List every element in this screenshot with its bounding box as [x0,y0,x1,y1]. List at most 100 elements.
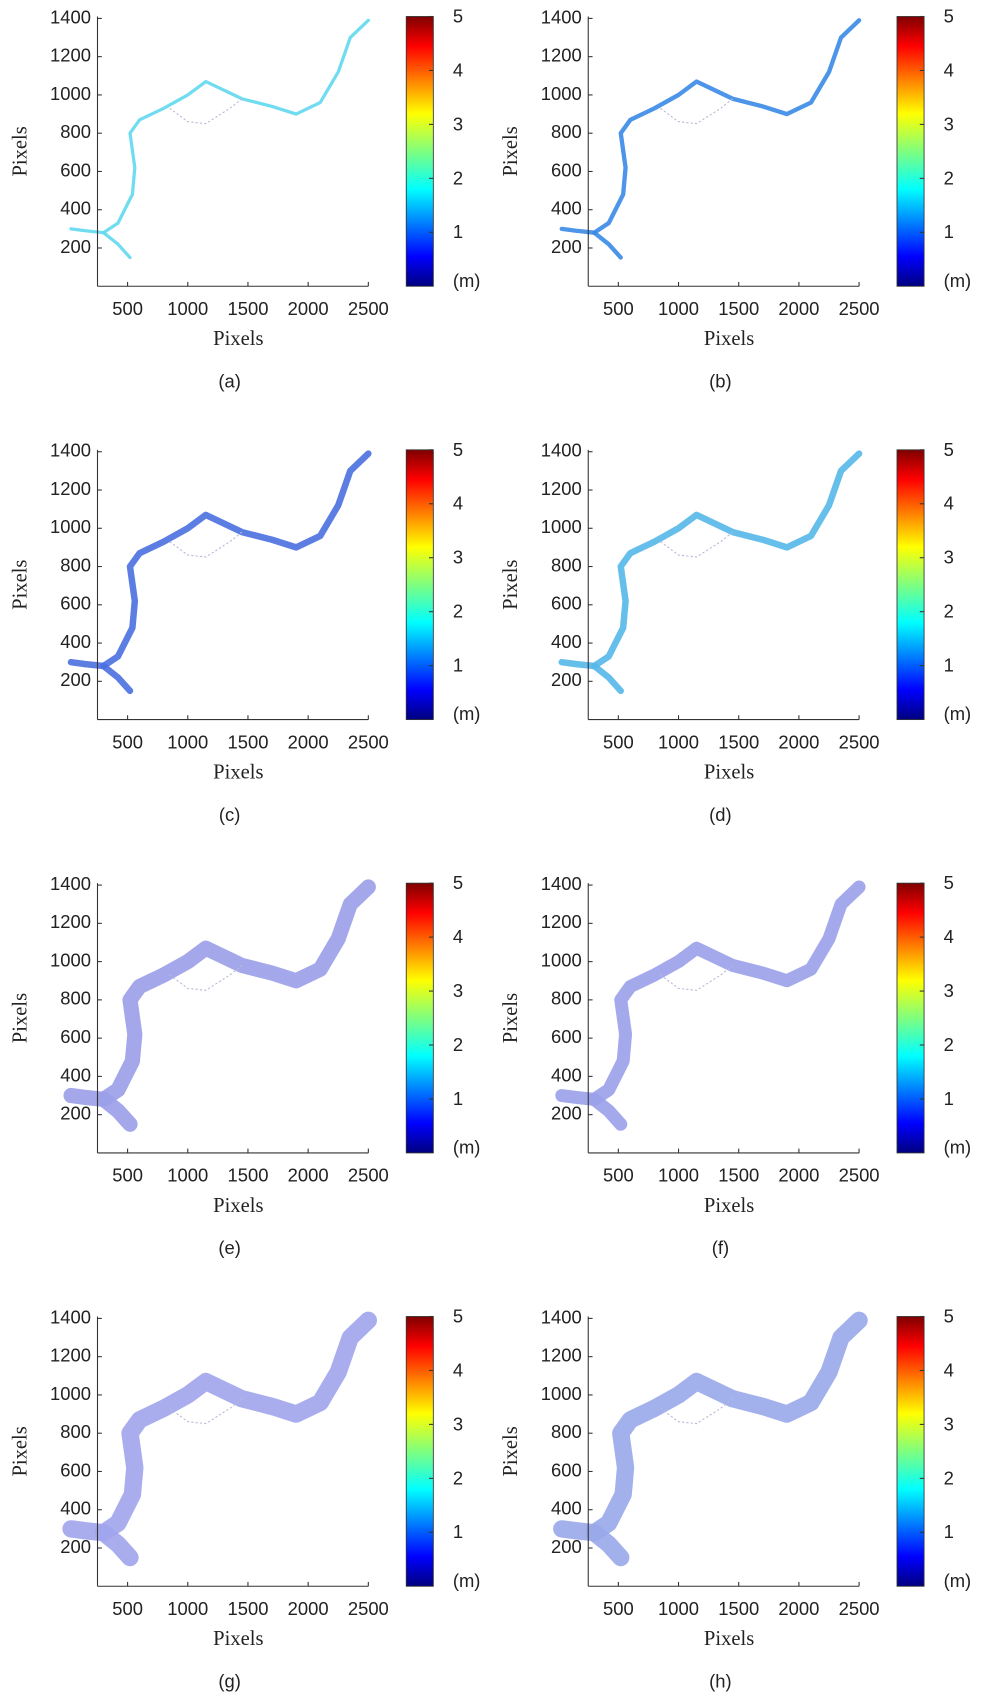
river-depth-map [101,231,132,260]
colorbar-tick-label: 3 [944,547,954,568]
x-tick-label: 1000 [167,731,208,752]
river-depth-map [585,1524,630,1567]
river-depth-map [69,18,370,235]
subplot: 500 1000 1500 2000 2500 200 400 600 800 1000 1200 1… [9,1305,480,1691]
y-tick-label: 1000 [541,1383,582,1404]
colorbar-tick-label: 3 [944,113,954,134]
y-tick-label: 600 [551,159,582,180]
y-tick-label: 1000 [541,949,582,970]
x-axis-label: Pixels [213,761,263,783]
y-tick-label: 800 [551,988,582,1009]
y-tick-label: 200 [551,669,582,690]
x-tick-label: 2500 [839,1165,880,1186]
axes-frame [588,17,859,287]
subplot: 500 1000 1500 2000 2500 200 400 600 800 1000 1200 1… [9,5,480,391]
x-tick-label: 500 [603,1598,634,1619]
river-depth-map [559,18,862,235]
river-depth-map [558,450,863,670]
colorbar-tick-label: 5 [453,1305,463,1326]
y-tick-label: 400 [60,1064,91,1085]
subplot: 500 1000 1500 2000 2500 200 400 600 800 1000 1200 1… [500,1305,971,1691]
y-tick-label: 1200 [541,478,582,499]
axes-frame [588,450,859,720]
y-tick-label: 400 [551,198,582,219]
y-tick-label: 800 [551,121,582,142]
x-tick-label: 2000 [288,298,329,319]
y-tick-label: 800 [60,988,91,1009]
y-tick-label: 1000 [50,516,91,537]
colorbar-tick-label: 2 [453,1034,463,1055]
y-tick-label: 600 [551,1459,582,1480]
colorbar-tick-label: 4 [453,1359,463,1380]
colorbar-tick-label: 2 [944,601,954,622]
y-tick-label: 800 [60,554,91,575]
subplot: 500 1000 1500 2000 2500 200 400 600 800 1000 1200 1… [9,872,480,1258]
y-tick-label: 200 [60,236,91,257]
colorbar-tick-label: 4 [944,59,954,80]
y-tick-label: 1400 [541,440,582,461]
y-axis-label: Pixels [500,993,522,1043]
y-tick-label: 600 [551,1026,582,1047]
colorbar-tick-label: 5 [944,439,954,460]
subplot: 500 1000 1500 2000 2500 200 400 600 800 1000 1200 1… [500,5,971,391]
y-tick-label: 800 [60,121,91,142]
y-tick-label: 800 [551,1421,582,1442]
panel-caption: (h) [709,1671,732,1692]
y-tick-label: 1200 [541,45,582,66]
y-axis-label: Pixels [500,126,522,176]
river-depth-map [555,880,866,1106]
x-tick-label: 1000 [658,1598,699,1619]
y-tick-label: 400 [551,1498,582,1519]
subplot: 500 1000 1500 2000 2500 200 400 600 800 1000 1200 1… [9,439,480,825]
colorbar-label: (m) [453,1570,481,1591]
y-tick-label: 1200 [50,478,91,499]
y-tick-label: 600 [551,593,582,614]
colorbar-tick-label: 5 [453,439,463,460]
river-depth-map [63,879,376,1107]
y-axis-label: Pixels [9,126,31,176]
y-tick-label: 1000 [50,83,91,104]
panel-caption: (b) [709,371,732,392]
y-axis-label: Pixels [9,1426,31,1476]
x-tick-label: 2500 [348,298,389,319]
colorbar-tick-label: 1 [453,221,463,242]
x-tick-label: 2500 [348,1598,389,1619]
x-tick-label: 500 [112,1598,143,1619]
colorbar [405,1316,434,1587]
y-tick-label: 1400 [50,6,91,27]
x-tick-label: 2000 [288,731,329,752]
colorbar-tick-label: 2 [944,167,954,188]
x-tick-label: 500 [603,1165,634,1186]
colorbar-tick-label: 3 [453,980,463,1001]
panel-caption: (f) [712,1237,729,1258]
x-tick-label: 1500 [227,298,268,319]
colorbar-tick-label: 2 [944,1034,954,1055]
x-tick-label: 2500 [839,731,880,752]
y-tick-label: 1000 [50,949,91,970]
y-tick-label: 800 [60,1421,91,1442]
x-tick-label: 2500 [839,1598,880,1619]
colorbar-label: (m) [944,1136,972,1157]
y-axis-label: Pixels [9,560,31,610]
river-depth-map [67,450,372,670]
x-tick-label: 2000 [778,1598,819,1619]
y-tick-label: 1200 [50,1345,91,1366]
x-tick-label: 1500 [718,298,759,319]
colorbar-tick-label: 5 [453,5,463,26]
x-tick-label: 2000 [778,731,819,752]
x-tick-label: 1000 [167,1165,208,1186]
panel-caption: (g) [218,1671,240,1692]
x-tick-label: 500 [603,731,634,752]
y-tick-label: 200 [60,1536,91,1557]
y-axis-label: Pixels [9,993,31,1043]
panel-caption: (e) [218,1237,240,1258]
colorbar-tick-label: 1 [453,1088,463,1109]
y-tick-label: 200 [60,1103,91,1124]
x-tick-label: 1500 [718,731,759,752]
x-tick-label: 2500 [348,1165,389,1186]
colorbar [405,449,434,721]
x-tick-label: 1500 [227,1598,268,1619]
y-tick-label: 1400 [541,6,582,27]
x-axis-label: Pixels [704,1628,754,1650]
